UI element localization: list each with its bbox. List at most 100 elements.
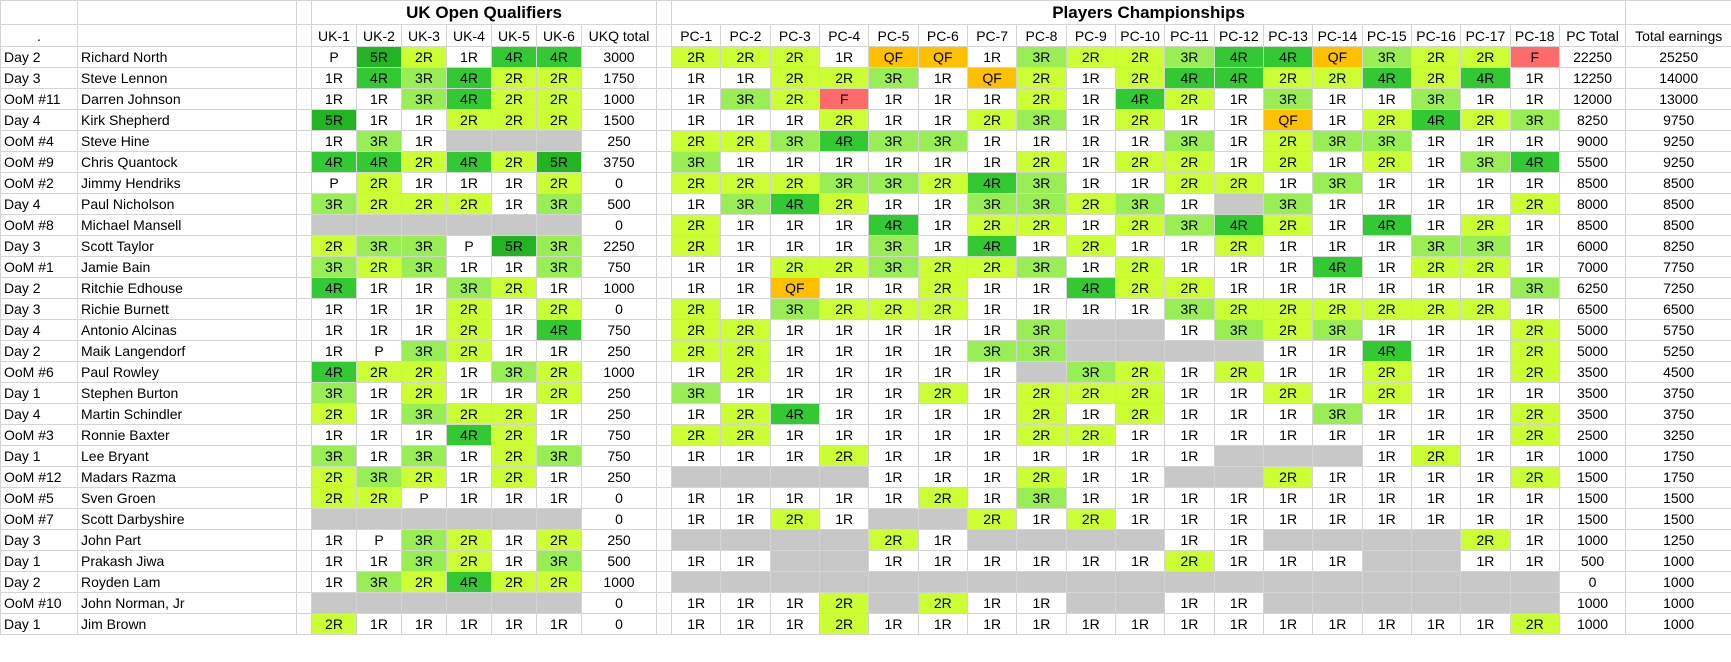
result: 1R	[1509, 298, 1560, 320]
total: 7000	[1558, 256, 1627, 278]
result: 2R	[1312, 67, 1363, 89]
result: 1R	[1361, 508, 1412, 530]
result: 2R	[720, 403, 771, 425]
total: 250	[580, 403, 658, 425]
result: 2R	[1114, 214, 1166, 236]
result: 3R	[671, 151, 722, 173]
cell	[296, 466, 312, 488]
total: 6500	[1558, 298, 1627, 320]
result: 2R	[1509, 466, 1560, 488]
result: 2R	[1213, 298, 1264, 320]
player-name: Jim Brown	[77, 613, 297, 635]
result: 1R	[1016, 508, 1067, 530]
result: 1R	[1312, 487, 1363, 509]
result: 1R	[818, 46, 870, 68]
result: 1R	[671, 445, 722, 467]
cell	[296, 529, 312, 551]
result: 1R	[1164, 361, 1215, 383]
result: 3R	[769, 298, 821, 320]
result: 2R	[1410, 256, 1462, 278]
empty-cell	[1065, 319, 1116, 341]
result: 1R	[536, 487, 582, 509]
empty-cell	[671, 466, 722, 488]
total: 500	[580, 193, 658, 215]
result: F	[818, 88, 870, 110]
result: 3R	[868, 172, 919, 194]
result: 2R	[311, 403, 357, 425]
result: 1R	[1016, 298, 1067, 320]
cell	[296, 24, 312, 47]
result: 2R	[917, 487, 968, 509]
result: 1R	[868, 445, 919, 467]
cell	[296, 487, 312, 509]
result: 2R	[446, 109, 492, 131]
total: 6250	[1558, 277, 1627, 299]
result: 2R	[491, 277, 537, 299]
cell	[656, 508, 673, 530]
result: 3R	[536, 445, 582, 467]
result: 1R	[1164, 403, 1215, 425]
group-title: Players Championships	[671, 0, 1627, 25]
result: 1R	[917, 151, 968, 173]
result: 1R	[1213, 550, 1264, 572]
result: 2R	[720, 172, 771, 194]
result: 2R	[1509, 319, 1560, 341]
result: 2R	[1065, 235, 1116, 257]
result: 3R	[446, 277, 492, 299]
result: 1R	[356, 550, 402, 572]
result: 4R	[868, 214, 919, 236]
empty-cell	[1065, 529, 1116, 551]
result: 1R	[818, 403, 870, 425]
result: 1R	[1213, 403, 1264, 425]
result: 1R	[818, 340, 870, 362]
empty-cell	[1065, 340, 1116, 362]
empty-cell	[491, 130, 537, 152]
qualification: OoM #6	[0, 361, 78, 383]
cell	[296, 0, 312, 25]
column-header: PC-4	[818, 24, 870, 47]
result: 4R	[356, 151, 402, 173]
cell	[656, 592, 673, 614]
result: 2R	[1410, 445, 1462, 467]
result: 1R	[1065, 67, 1116, 89]
result: 1R	[1410, 382, 1462, 404]
result: 1R	[1164, 424, 1215, 446]
result: 2R	[1114, 67, 1166, 89]
empty-cell	[769, 466, 821, 488]
cell	[296, 172, 312, 194]
cell	[296, 571, 312, 593]
row: OoM #1 Jamie Bain 3R 2R 3R 1R 1R 3R 750 1R 1R 2R 2R 3…	[0, 256, 1731, 278]
result: 1R	[1312, 214, 1363, 236]
result: 1R	[1509, 550, 1560, 572]
row: Day 1 Jim Brown 2R 1R 1R 1R 1R 1R 0 1R 1R 1R 2R 1R 1R 1…	[0, 613, 1731, 635]
result: 1R	[1361, 172, 1412, 194]
result: 1R	[401, 613, 447, 635]
result: 2R	[720, 361, 771, 383]
column-header: PC-15	[1361, 24, 1412, 47]
result: 1R	[401, 424, 447, 446]
cell	[656, 172, 673, 194]
result: 1R	[818, 487, 870, 509]
cell	[656, 298, 673, 320]
result: 3R	[1361, 46, 1412, 68]
row: Day 4 Antonio Alcinas 1R 1R 1R 2R 1R 4R 750 2R 2R 1…	[0, 319, 1731, 341]
result: 1R	[1312, 424, 1363, 446]
result: 1R	[1016, 277, 1067, 299]
result: 2R	[536, 172, 582, 194]
empty-cell	[1262, 592, 1314, 614]
empty-cell	[1164, 466, 1215, 488]
result: 2R	[1262, 298, 1314, 320]
result: 1R	[1065, 214, 1116, 236]
result: 1R	[491, 172, 537, 194]
qualification: Day 1	[0, 550, 78, 572]
empty-cell	[1509, 592, 1560, 614]
result: 1R	[356, 109, 402, 131]
result: 2R	[491, 424, 537, 446]
result: 2R	[769, 88, 821, 110]
result: 2R	[720, 319, 771, 341]
result: 2R	[356, 361, 402, 383]
result: 2R	[446, 193, 492, 215]
result: 1R	[1460, 613, 1511, 635]
total: 3000	[580, 46, 658, 68]
